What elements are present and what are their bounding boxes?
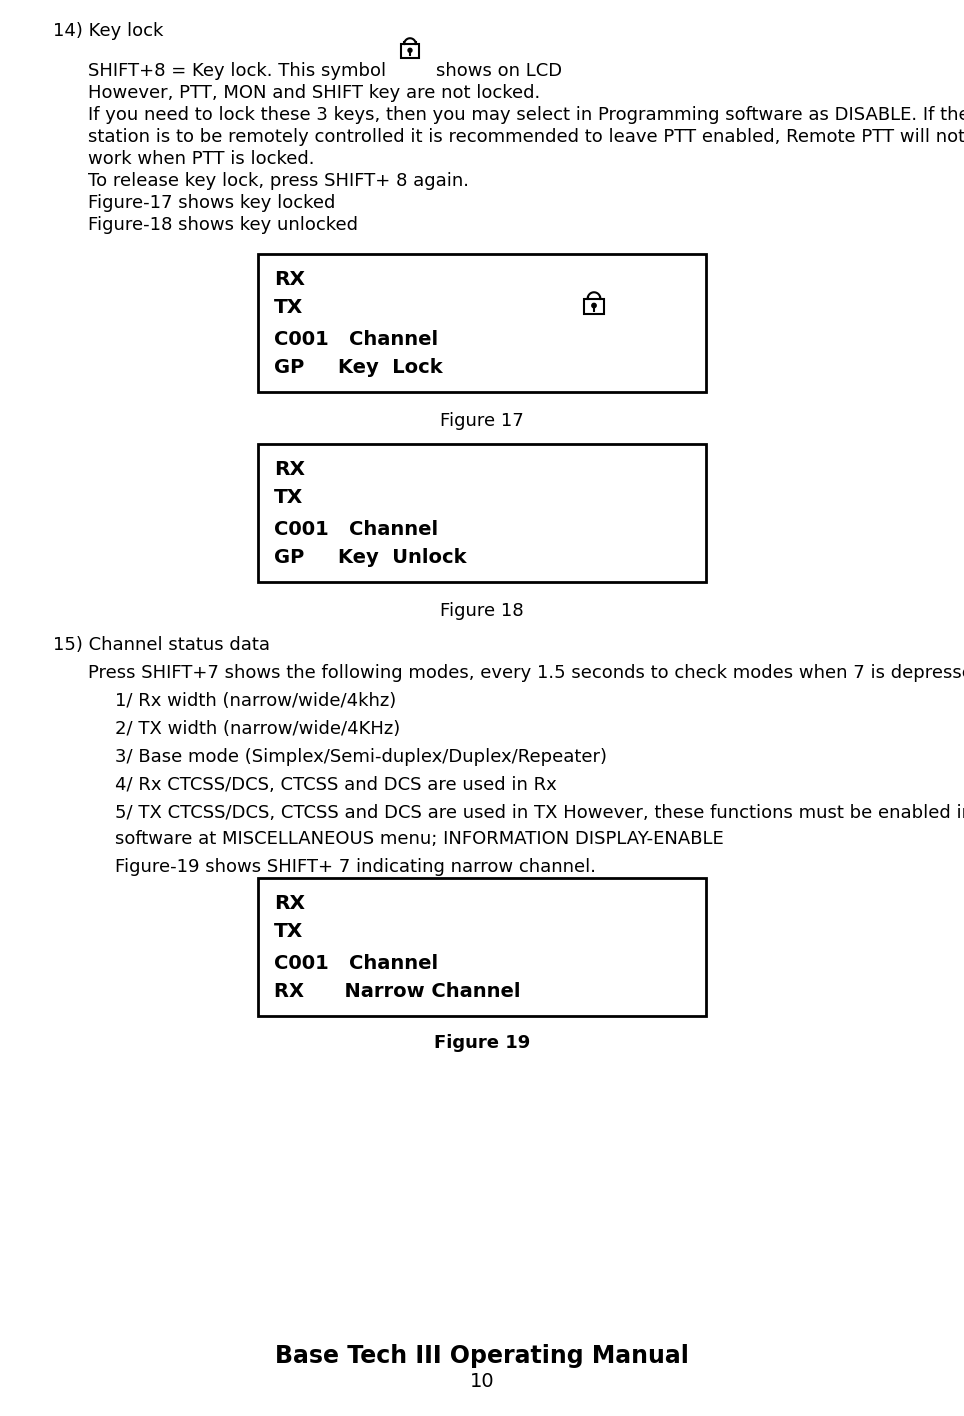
Text: TX: TX xyxy=(274,489,304,507)
Text: C001   Channel: C001 Channel xyxy=(274,954,438,973)
Text: C001   Channel: C001 Channel xyxy=(274,520,438,539)
Circle shape xyxy=(408,48,412,52)
Text: Figure 17: Figure 17 xyxy=(441,412,523,430)
Bar xyxy=(401,44,419,58)
Text: RX      Narrow Channel: RX Narrow Channel xyxy=(274,983,521,1001)
Text: Base Tech III Operating Manual: Base Tech III Operating Manual xyxy=(275,1344,689,1368)
Text: Press SHIFT+7 shows the following modes, every 1.5 seconds to check modes when 7: Press SHIFT+7 shows the following modes,… xyxy=(88,664,964,683)
Text: 10: 10 xyxy=(469,1372,495,1391)
Text: Figure 18: Figure 18 xyxy=(441,602,523,620)
Text: shows on LCD: shows on LCD xyxy=(436,62,562,79)
Text: GP     Key  Lock: GP Key Lock xyxy=(274,358,442,377)
Text: work when PTT is locked.: work when PTT is locked. xyxy=(88,150,314,169)
Text: 4/ Rx CTCSS/DCS, CTCSS and DCS are used in Rx: 4/ Rx CTCSS/DCS, CTCSS and DCS are used … xyxy=(115,776,557,794)
Circle shape xyxy=(592,303,596,307)
Text: C001   Channel: C001 Channel xyxy=(274,330,438,348)
Text: RX: RX xyxy=(274,460,305,479)
Text: TX: TX xyxy=(274,922,304,942)
Bar xyxy=(258,253,706,392)
Text: To release key lock, press SHIFT+ 8 again.: To release key lock, press SHIFT+ 8 agai… xyxy=(88,171,469,190)
Text: GP     Key  Unlock: GP Key Unlock xyxy=(274,548,467,566)
Text: station is to be remotely controlled it is recommended to leave PTT enabled, Rem: station is to be remotely controlled it … xyxy=(88,127,964,146)
Text: However, PTT, MON and SHIFT key are not locked.: However, PTT, MON and SHIFT key are not … xyxy=(88,84,540,102)
Text: If you need to lock these 3 keys, then you may select in Programming software as: If you need to lock these 3 keys, then y… xyxy=(88,106,964,125)
Text: 1/ Rx width (narrow/wide/4khz): 1/ Rx width (narrow/wide/4khz) xyxy=(115,692,396,709)
Bar xyxy=(258,878,706,1017)
Bar xyxy=(258,445,706,582)
Text: TX: TX xyxy=(274,297,304,317)
Text: Figure-17 shows key locked: Figure-17 shows key locked xyxy=(88,194,335,212)
Text: 2/ TX width (narrow/wide/4KHz): 2/ TX width (narrow/wide/4KHz) xyxy=(115,719,400,738)
Text: Figure-18 shows key unlocked: Figure-18 shows key unlocked xyxy=(88,217,358,234)
Text: Figure-19 shows SHIFT+ 7 indicating narrow channel.: Figure-19 shows SHIFT+ 7 indicating narr… xyxy=(115,858,596,877)
Text: software at MISCELLANEOUS menu; INFORMATION DISPLAY-ENABLE: software at MISCELLANEOUS menu; INFORMAT… xyxy=(115,830,724,848)
Text: 5/ TX CTCSS/DCS, CTCSS and DCS are used in TX However, these functions must be e: 5/ TX CTCSS/DCS, CTCSS and DCS are used … xyxy=(115,804,964,823)
Text: 14) Key lock: 14) Key lock xyxy=(53,23,163,40)
Bar xyxy=(584,299,603,314)
Text: RX: RX xyxy=(274,270,305,289)
Text: 3/ Base mode (Simplex/Semi-duplex/Duplex/Repeater): 3/ Base mode (Simplex/Semi-duplex/Duplex… xyxy=(115,748,607,766)
Text: Figure 19: Figure 19 xyxy=(434,1034,530,1052)
Text: SHIFT+8 = Key lock. This symbol: SHIFT+8 = Key lock. This symbol xyxy=(88,62,387,79)
Text: RX: RX xyxy=(274,893,305,913)
Text: 15) Channel status data: 15) Channel status data xyxy=(53,636,270,654)
